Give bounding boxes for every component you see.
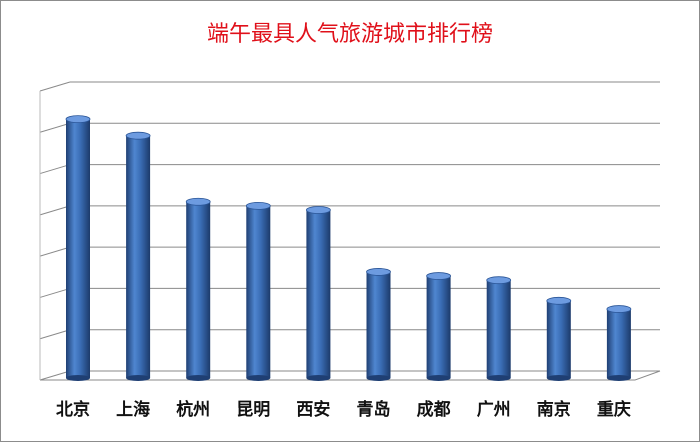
bar <box>546 300 571 378</box>
x-tick-label: 杭州 <box>176 399 210 420</box>
bar-top <box>245 201 271 210</box>
bar-base <box>186 375 211 381</box>
bar-top <box>185 197 211 206</box>
side-grid-line <box>39 164 71 175</box>
bar <box>126 135 151 378</box>
x-tick-label: 西安 <box>296 399 330 420</box>
bar-base <box>246 375 271 381</box>
x-tick-label: 重庆 <box>597 399 631 420</box>
side-grid-line <box>39 370 71 381</box>
bar-top <box>65 115 91 124</box>
bar-base <box>66 375 90 381</box>
bar <box>366 271 391 378</box>
x-tick-label: 北京 <box>56 399 90 420</box>
bar-base <box>546 375 571 381</box>
bar-top <box>486 276 512 285</box>
bar <box>426 276 451 378</box>
x-tick-label: 南京 <box>537 399 571 420</box>
bar <box>246 205 271 378</box>
bar-top <box>546 296 572 305</box>
x-tick-label: 昆明 <box>236 400 270 420</box>
side-grid-line <box>39 287 71 298</box>
bar-base <box>126 375 151 381</box>
bar <box>606 309 631 378</box>
bar-top <box>366 268 391 276</box>
side-grid-line <box>39 329 71 340</box>
floor <box>40 370 661 381</box>
side-grid-line <box>39 122 71 133</box>
side-grid-line <box>39 81 71 92</box>
bar-base <box>606 375 631 381</box>
side-grid-line <box>39 246 71 257</box>
bar-top <box>125 131 151 140</box>
bar-base <box>426 375 451 381</box>
chart-title: 端午最具人气旅游城市排行榜 <box>207 22 493 47</box>
x-tick-label: 青岛 <box>357 399 391 420</box>
back-wall <box>70 82 660 371</box>
bar <box>306 209 331 378</box>
x-tick-label: 上海 <box>116 399 150 420</box>
bar-top <box>305 206 331 214</box>
bar <box>486 280 511 378</box>
side-grid-line <box>39 205 71 216</box>
x-tick-label: 广州 <box>477 399 511 420</box>
bar-base <box>306 375 331 381</box>
bar-top <box>426 272 452 280</box>
bar-top <box>606 305 632 313</box>
bar-base <box>486 375 511 381</box>
bar <box>66 119 90 379</box>
x-tick-label: 成都 <box>417 399 451 420</box>
bar-base <box>366 375 391 381</box>
bar <box>186 201 211 378</box>
